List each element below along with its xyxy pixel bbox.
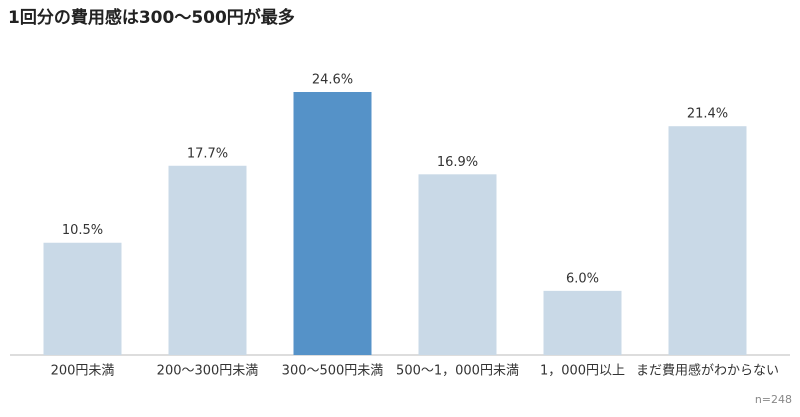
bar	[168, 165, 247, 355]
value-label: 24.6%	[312, 73, 353, 88]
x-tick-label: 500〜1，000円未満	[396, 364, 519, 379]
value-label: 6.0%	[566, 271, 599, 286]
value-label: 21.4%	[687, 107, 728, 122]
x-tick-label: 300〜500円未満	[282, 364, 384, 379]
value-label: 16.9%	[437, 155, 478, 170]
bar	[43, 242, 122, 355]
bar	[668, 126, 747, 355]
x-tick-label: 200円未満	[51, 364, 115, 379]
value-label: 10.5%	[62, 223, 103, 238]
chart-title: 1回分の費用感は300〜500円が最多	[8, 7, 295, 28]
value-label: 17.7%	[187, 146, 228, 161]
bar	[543, 290, 622, 355]
note: n=248	[755, 393, 792, 406]
x-tick-label: 200〜300円未満	[157, 364, 259, 379]
bar	[293, 92, 372, 355]
bar	[418, 174, 497, 355]
x-tick-label: 1，000円以上	[540, 364, 625, 379]
x-tick-label: まだ費用感がわからない	[636, 363, 779, 379]
